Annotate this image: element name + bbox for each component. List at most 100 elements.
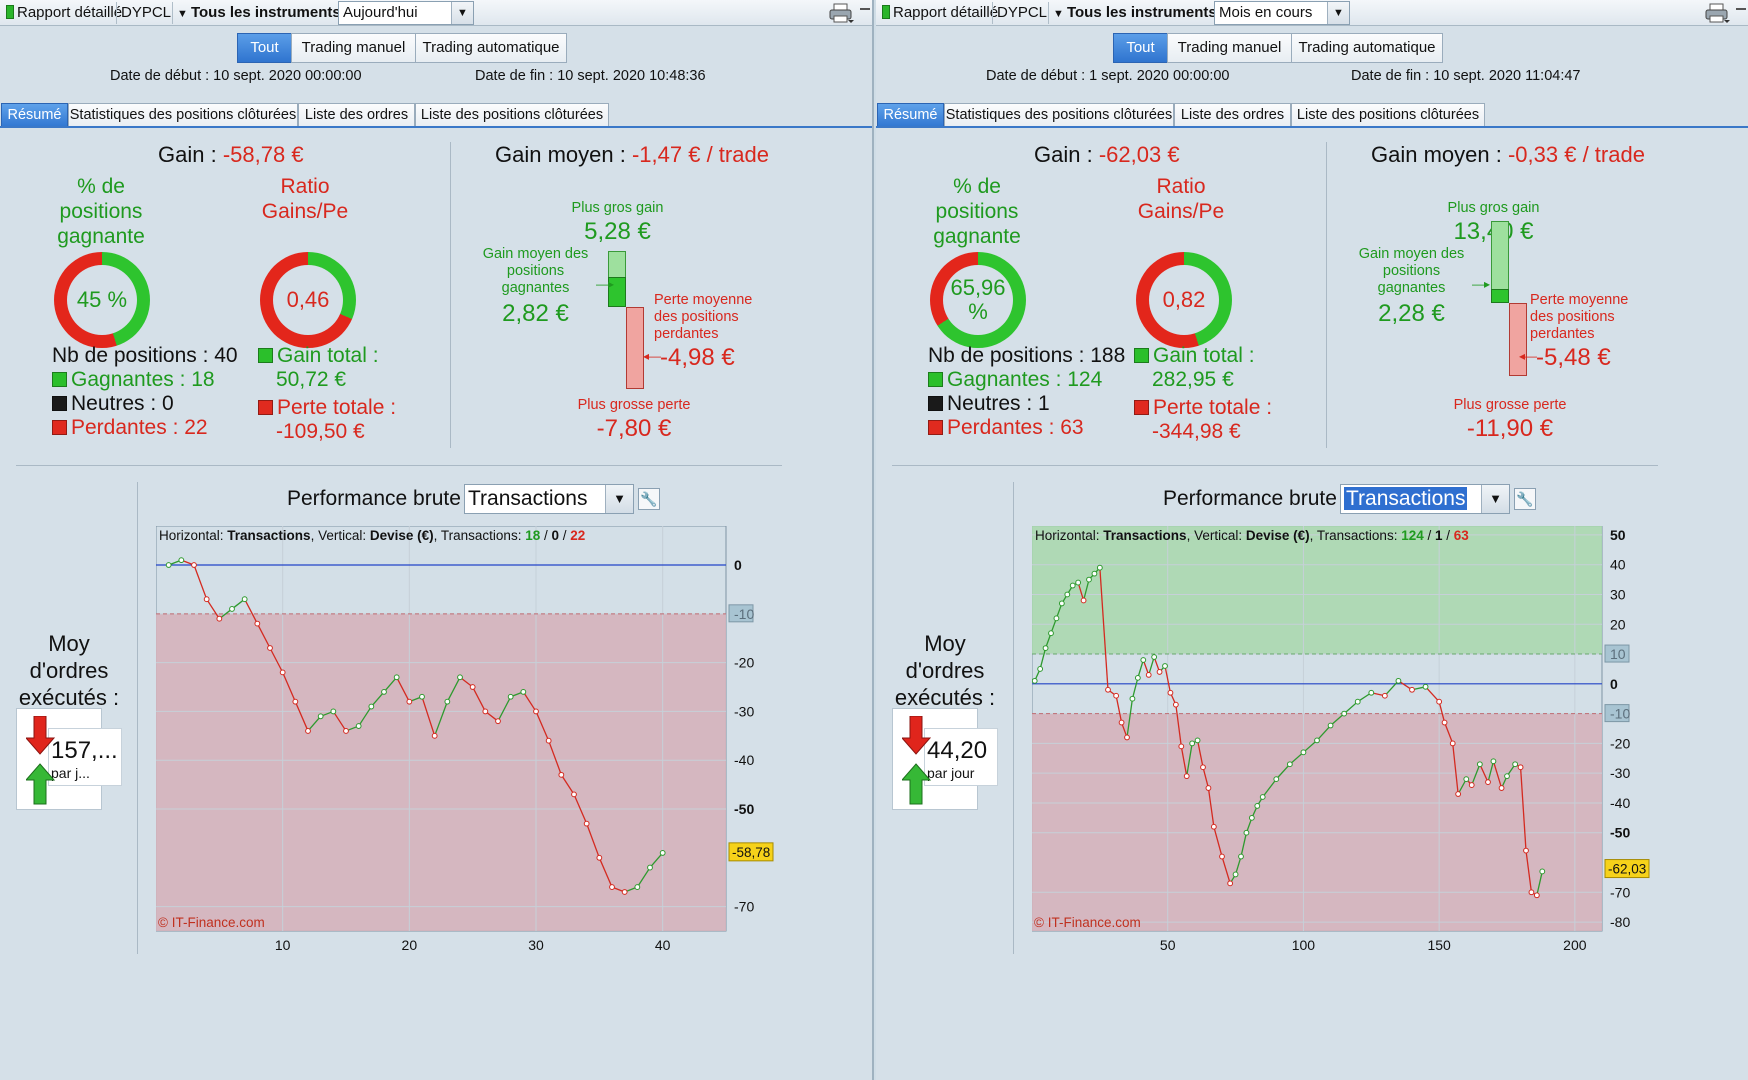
data-point bbox=[1069, 582, 1076, 589]
print-icon[interactable] bbox=[1704, 2, 1730, 24]
perf-combo[interactable]: Transactions ▼ bbox=[1340, 484, 1510, 514]
tab-underline bbox=[0, 126, 872, 128]
data-point bbox=[241, 596, 248, 603]
data-point bbox=[1449, 740, 1456, 747]
filter-manual-button[interactable]: Trading manuel bbox=[291, 33, 416, 63]
performance-chart[interactable]: 10 20 30 40 0 -10 -20 -30 -40 -50 -70 -58,78 Horizon… bbox=[156, 526, 796, 956]
watermark: © IT-Finance.com bbox=[158, 915, 265, 930]
dropdown-arrow-icon: ▼ bbox=[177, 8, 191, 20]
data-point bbox=[457, 674, 463, 681]
gain-heading: Gain : -62,03 € bbox=[1034, 142, 1180, 168]
y-tick-label: 40 bbox=[1610, 557, 1626, 573]
tab-orders[interactable]: Liste des ordres bbox=[1174, 103, 1291, 127]
minimize-icon[interactable] bbox=[1736, 8, 1746, 10]
data-point bbox=[229, 606, 235, 612]
series-segment bbox=[1425, 686, 1440, 703]
tab-closed-positions[interactable]: Liste des positions clôturées bbox=[1291, 103, 1485, 127]
filter-all-button[interactable]: Tout bbox=[1113, 33, 1168, 63]
perf-combo[interactable]: Transactions ▼ bbox=[464, 484, 634, 514]
period-select[interactable]: Mois en cours ▼ bbox=[1214, 1, 1350, 25]
series-segment bbox=[193, 564, 208, 600]
tab-summary[interactable]: Résumé bbox=[1, 103, 68, 127]
win-pct-donut: 45 % bbox=[54, 252, 150, 348]
avg-win-value: 2,82 € bbox=[502, 300, 569, 327]
avg-gain-value: -0,33 € / trade bbox=[1507, 142, 1645, 167]
gain-label: Gain : bbox=[158, 142, 217, 167]
series-segment bbox=[636, 867, 651, 888]
tab-closed-stats[interactable]: Statistiques des positions clôturées bbox=[68, 103, 298, 127]
data-point bbox=[1341, 710, 1348, 717]
data-point bbox=[216, 615, 223, 622]
series-segment bbox=[446, 676, 461, 702]
wrench-icon[interactable]: 🔧 bbox=[1514, 488, 1536, 510]
data-point bbox=[203, 596, 210, 603]
print-icon[interactable] bbox=[828, 2, 854, 24]
buy-sell-arrows-icon bbox=[26, 716, 56, 805]
watermark: © IT-Finance.com bbox=[1034, 915, 1141, 930]
max-gain-label: Plus gros gain bbox=[1447, 200, 1540, 216]
final-value-label: -58,78 bbox=[732, 845, 770, 860]
period-value: Aujourd'hui bbox=[343, 4, 418, 21]
series-segment bbox=[434, 701, 448, 737]
threshold-badge bbox=[1604, 644, 1630, 663]
data-point bbox=[1178, 743, 1185, 750]
series-segment bbox=[244, 598, 258, 624]
data-point bbox=[1463, 776, 1470, 783]
chevron-down-icon[interactable]: ▼ bbox=[1327, 2, 1349, 24]
data-point bbox=[1156, 669, 1163, 675]
orders-value: 44,20 bbox=[927, 737, 988, 764]
report-button[interactable]: Rapport détaillé bbox=[2, 2, 126, 24]
perf-combo-value: Transactions bbox=[468, 487, 588, 510]
series-segment bbox=[1275, 763, 1291, 780]
orders-title: Moy d'ordres exécutés : bbox=[18, 631, 120, 710]
tab-summary[interactable]: Résumé bbox=[877, 103, 944, 127]
period-value: Mois en cours bbox=[1219, 4, 1313, 21]
data-point bbox=[419, 693, 425, 700]
series-segment bbox=[1234, 856, 1242, 875]
data-point bbox=[1105, 686, 1111, 693]
filter-auto-button[interactable]: Trading automatique bbox=[415, 33, 567, 63]
data-point bbox=[355, 723, 362, 729]
series-segment bbox=[1289, 751, 1304, 765]
series-segment bbox=[1186, 743, 1193, 777]
tab-orders[interactable]: Liste des ordres bbox=[298, 103, 415, 127]
max-loss-bar bbox=[626, 307, 644, 389]
chevron-down-icon[interactable]: ▼ bbox=[605, 485, 633, 513]
chevron-down-icon[interactable]: ▼ bbox=[451, 2, 473, 24]
data-point bbox=[1504, 773, 1510, 780]
y-tick-label: -20 bbox=[734, 655, 754, 671]
data-point bbox=[1254, 803, 1261, 809]
instruments-menu[interactable]: ▼ Tous les instruments bbox=[1048, 2, 1221, 24]
y-tick-label: 0 bbox=[734, 557, 742, 573]
tab-closed-positions[interactable]: Liste des positions clôturées bbox=[415, 103, 609, 127]
data-point bbox=[1314, 737, 1320, 744]
instrument-button[interactable]: DYPCL bbox=[116, 2, 175, 24]
data-point bbox=[583, 820, 590, 827]
series-segment bbox=[1262, 778, 1277, 798]
period-select[interactable]: Aujourd'hui ▼ bbox=[338, 1, 474, 25]
y-tick-label: -50 bbox=[1610, 825, 1630, 841]
gain-value: -62,03 € bbox=[1098, 142, 1180, 167]
series-segment bbox=[1438, 701, 1446, 723]
series-segment bbox=[421, 696, 436, 737]
filter-manual-button[interactable]: Trading manuel bbox=[1167, 33, 1292, 63]
minimize-icon[interactable] bbox=[860, 8, 870, 10]
orders-value: 157,... bbox=[51, 737, 118, 764]
report-button[interactable]: Rapport détaillé bbox=[878, 2, 1002, 24]
chevron-down-icon[interactable]: ▼ bbox=[1481, 485, 1509, 513]
wrench-icon[interactable]: 🔧 bbox=[638, 488, 660, 510]
filter-auto-button[interactable]: Trading automatique bbox=[1291, 33, 1443, 63]
data-point bbox=[469, 684, 476, 690]
instrument-button[interactable]: DYPCL bbox=[992, 2, 1051, 24]
instruments-menu[interactable]: ▼ Tous les instruments bbox=[172, 2, 345, 24]
series-segment bbox=[307, 715, 322, 732]
performance-chart[interactable]: 50 100 150 20050403020100-10-20-30-40-50-70… bbox=[1032, 526, 1672, 956]
data-point bbox=[571, 791, 577, 798]
filter-all-button[interactable]: Tout bbox=[237, 33, 292, 63]
chart-divider bbox=[137, 482, 138, 954]
data-point bbox=[381, 689, 387, 695]
series-segment bbox=[1471, 763, 1481, 786]
tab-closed-stats[interactable]: Statistiques des positions clôturées bbox=[944, 103, 1174, 127]
data-point bbox=[1118, 719, 1125, 726]
series-segment bbox=[598, 857, 613, 888]
